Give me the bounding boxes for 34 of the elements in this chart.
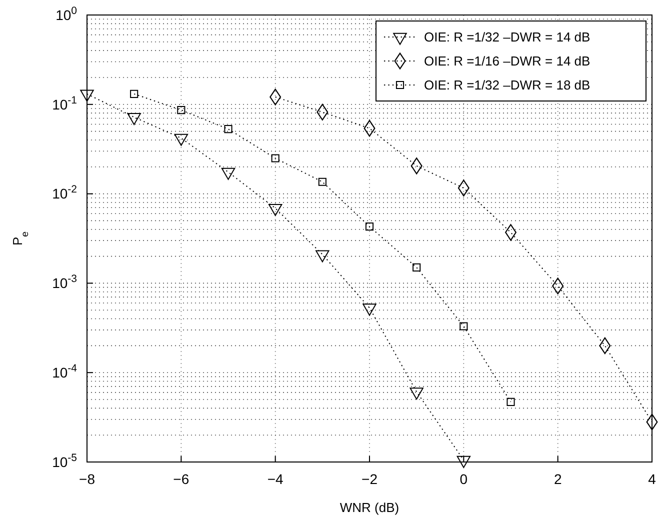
x-tick-label: 0 [460, 470, 468, 487]
point [270, 88, 282, 106]
legend-label: OIE: R =1/32 –DWR = 18 dB [424, 78, 590, 93]
x-tick-label: −4 [267, 470, 284, 487]
y-tick-label: 10$^{-5}$ [52, 452, 78, 470]
point [552, 278, 564, 294]
x-tick-label: −6 [173, 470, 190, 487]
point [506, 398, 515, 406]
point [460, 322, 468, 330]
point [127, 112, 141, 125]
x-tick-label: 4 [648, 470, 656, 487]
point [410, 158, 422, 174]
x-tick-label: −8 [79, 470, 96, 487]
y-tick-label: 10$^{0}$ [56, 4, 78, 23]
y-tick-label: 10$^{-2}$ [52, 184, 78, 202]
point [458, 180, 470, 196]
point [365, 222, 374, 231]
point [316, 104, 328, 120]
y-tick-label: 10$^{-1}$ [52, 94, 78, 112]
point [224, 125, 232, 134]
x-tick-label: 2 [554, 470, 562, 487]
point [318, 178, 326, 186]
point [646, 414, 658, 430]
y-tick-label: 10$^{-3}$ [52, 273, 78, 292]
point [130, 90, 138, 98]
x-axis-title: WNR (dB) [340, 500, 400, 515]
point [177, 106, 186, 114]
point [364, 120, 376, 137]
y-tick-label: 10$^{-4}$ [52, 362, 78, 380]
legend-label: OIE: R =1/32 –DWR = 14 dB [424, 30, 590, 45]
point [271, 154, 280, 162]
x-tick-label: −2 [362, 470, 378, 487]
legend-label: OIE: R =1/16 –DWR = 14 dB [424, 54, 590, 69]
point [412, 263, 421, 272]
